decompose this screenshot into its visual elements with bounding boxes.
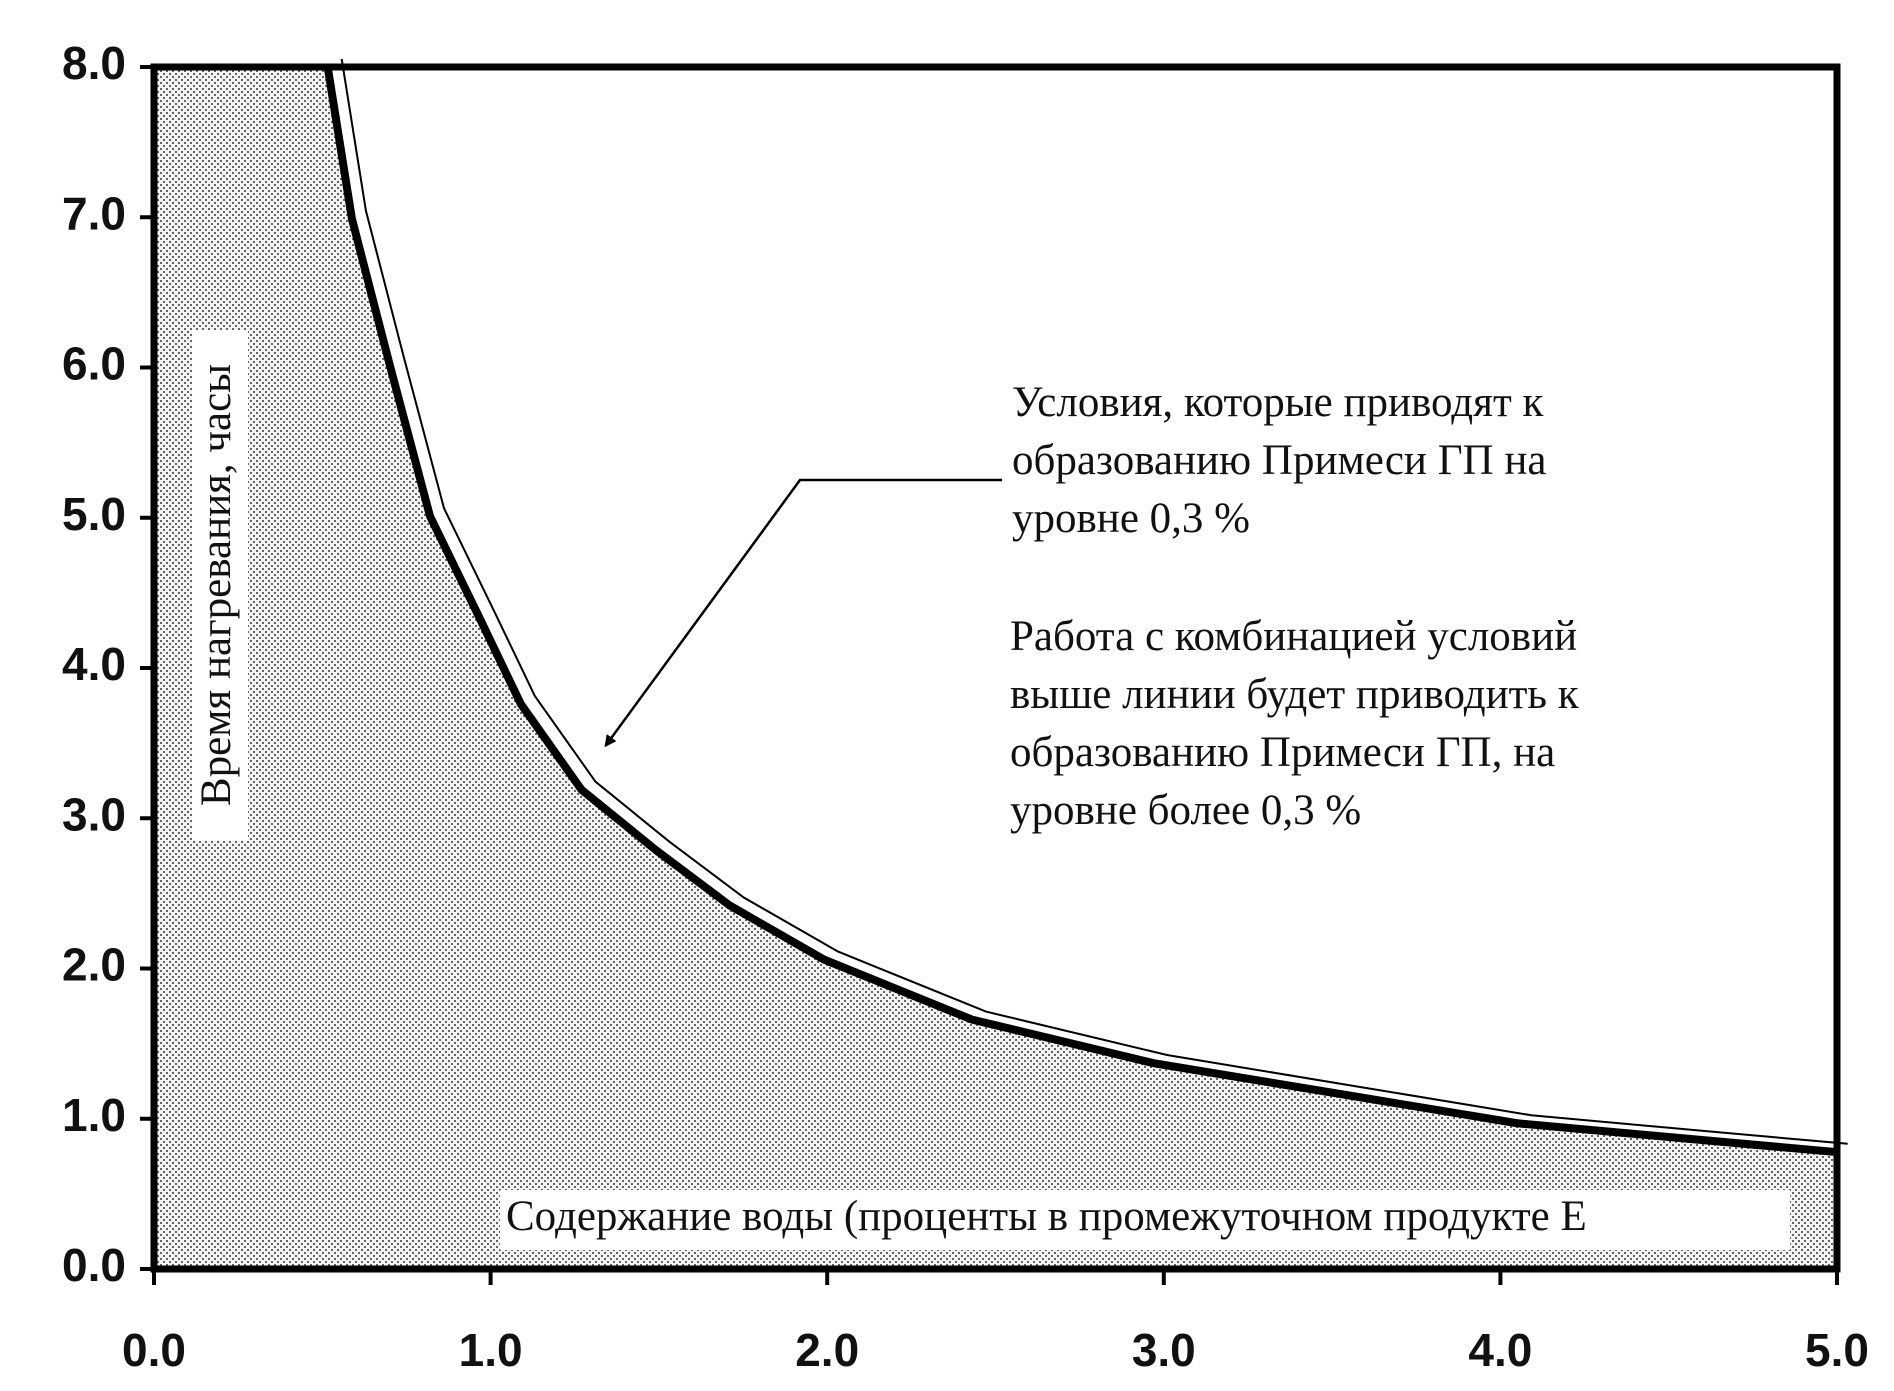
annotation-arrow <box>604 478 1002 748</box>
x-tick-label: 4.0 <box>1468 1324 1532 1376</box>
y-label-group: Время нагревания, часы <box>192 330 248 840</box>
x-tick-label: 1.0 <box>459 1324 523 1376</box>
y-tick-label: 8.0 <box>62 37 126 89</box>
y-tick-label: 4.0 <box>62 638 126 690</box>
annotation-line: уровне 0,3 % <box>1012 495 1250 542</box>
x-tick-label: 0.0 <box>122 1324 186 1376</box>
annotation-line: образованию Примеси ГП, на <box>1010 729 1555 776</box>
band-line <box>340 58 1848 1145</box>
y-tick-label: 1.0 <box>62 1089 126 1141</box>
annotation-line: уровне более 0,3 % <box>1010 787 1361 834</box>
y-tick-label: 0.0 <box>62 1239 126 1291</box>
x-tick-label: 2.0 <box>795 1324 859 1376</box>
y-tick-label: 2.0 <box>62 939 126 991</box>
y-tick-label: 7.0 <box>62 187 126 239</box>
y-tick-label: 3.0 <box>62 788 126 840</box>
y-tick-label: 5.0 <box>62 488 126 540</box>
annotation-line: Работа с комбинацией условий <box>1010 613 1577 660</box>
area <box>154 67 1837 1269</box>
y-axis-label: Время нагревания, часы <box>193 364 240 806</box>
annotation-line: выше линии будет приводить к <box>1010 671 1579 718</box>
annotation-line: Условия, которые приводят к <box>1012 379 1543 426</box>
annotation-line: образованию Примеси ГП на <box>1012 437 1546 484</box>
x-tick-label: 5.0 <box>1805 1324 1869 1376</box>
x-label-bg <box>500 1190 1790 1250</box>
curve <box>323 66 1834 1156</box>
y-label-bg <box>192 330 248 840</box>
x-tick-label: 3.0 <box>1132 1324 1196 1376</box>
x-axis-label: Содержание воды (проценты в промежуточно… <box>506 1193 1587 1240</box>
y-tick-label: 6.0 <box>62 338 126 390</box>
